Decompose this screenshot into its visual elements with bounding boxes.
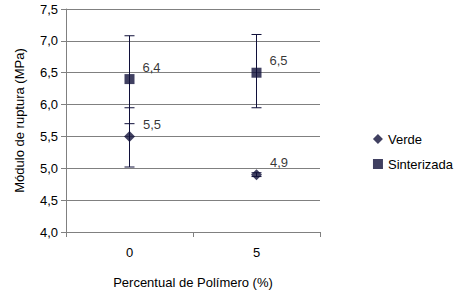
- svg-text:5,0: 5,0: [40, 161, 58, 176]
- svg-text:4,5: 4,5: [40, 193, 58, 208]
- svg-text:5,5: 5,5: [40, 129, 58, 144]
- svg-text:7,0: 7,0: [40, 33, 58, 48]
- svg-text:Sinterizada: Sinterizada: [388, 157, 454, 172]
- svg-text:7,5: 7,5: [40, 2, 58, 17]
- svg-text:6,4: 6,4: [143, 60, 161, 75]
- svg-text:5,5: 5,5: [143, 117, 161, 132]
- svg-text:Percentual de Polímero (%): Percentual de Polímero (%): [113, 275, 273, 290]
- svg-text:0: 0: [126, 245, 133, 260]
- svg-text:Módulo de ruptura (MPa): Módulo de ruptura (MPa): [12, 48, 27, 193]
- svg-text:6,5: 6,5: [40, 65, 58, 80]
- svg-text:6,0: 6,0: [40, 97, 58, 112]
- svg-text:5: 5: [253, 245, 260, 260]
- svg-text:6,5: 6,5: [270, 53, 288, 68]
- svg-text:4,9: 4,9: [270, 155, 288, 170]
- svg-text:Verde: Verde: [388, 132, 422, 147]
- svg-text:4,0: 4,0: [40, 225, 58, 240]
